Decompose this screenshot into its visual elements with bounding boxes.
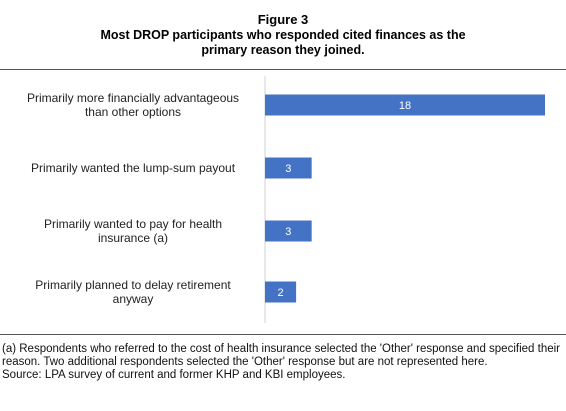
bar [265,94,545,116]
category-label: Primarily wanted to pay for health insura… [44,217,222,245]
figure-title-block: Figure 3 Most DROP participants who resp… [0,12,566,58]
bar [265,220,312,242]
source-note: Source: LPA survey of current and former… [2,369,346,381]
footnote-a: (a) Respondents who referred to the cost… [2,343,560,368]
bar-value-label: 2 [277,287,283,299]
category-label: Primarily planned to delay retirement any… [35,278,231,306]
figure-title-line-1: Most DROP participants who responded cit… [100,28,466,42]
bar-chart: 18 Primarily more financially advantageou… [27,76,545,323]
figure-label: Figure 3 [257,12,309,27]
bar [265,157,312,179]
bar-value-label: 18 [399,100,411,112]
top-divider [0,69,566,70]
category-label: Primarily wanted the lump-sum payout [31,161,236,175]
figure-title-line-2: primary reason they joined. [201,43,365,57]
footnotes: (a) Respondents who referred to the cost… [2,343,562,382]
bar-value-label: 3 [285,163,291,175]
bar [265,281,297,303]
bars-group: 18 Primarily more financially advantageou… [27,91,545,306]
bar-value-label: 3 [285,226,291,238]
bottom-divider [0,334,566,335]
category-label: Primarily more financially advantageous t… [27,91,239,119]
